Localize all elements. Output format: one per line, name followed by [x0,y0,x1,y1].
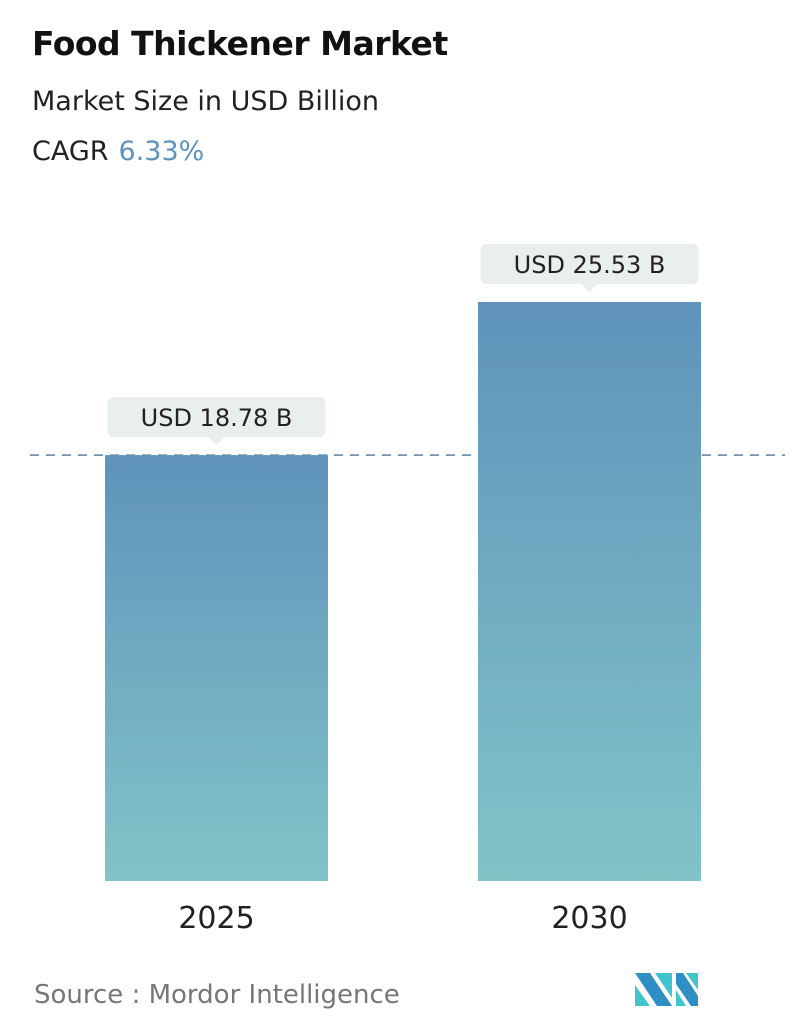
x-tick-label: 2030 [551,901,627,936]
chart-title: Food Thickener Market [32,24,448,63]
data-label-box [107,397,326,438]
source-text: Source : Mordor Intelligence [34,980,400,1010]
bar-2030 [478,302,701,881]
data-label: USD 18.78 B [141,404,293,432]
data-label: USD 25.53 B [514,251,666,279]
cagr-label: CAGR [32,136,109,167]
data-label-pointer [208,437,225,446]
cagr-value: 6.33% [118,136,205,167]
cagr: CAGR 6.33% [32,136,204,167]
data-label-box [480,244,699,284]
chart-subtitle: Market Size in USD Billion [32,86,380,117]
data-label-pointer [581,284,598,292]
bar-2025 [105,455,328,881]
x-tick-label: 2025 [178,901,254,936]
